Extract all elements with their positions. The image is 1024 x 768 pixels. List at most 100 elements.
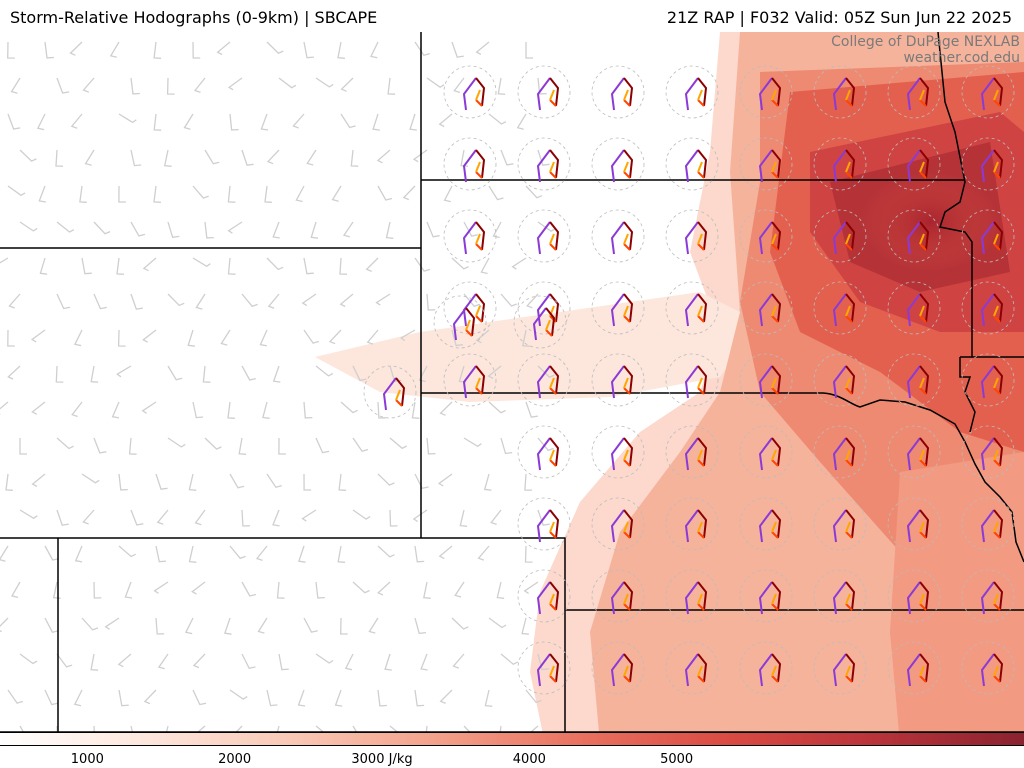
wind-barb bbox=[537, 437, 554, 452]
wind-barb bbox=[227, 77, 243, 91]
wind-barb bbox=[451, 617, 469, 630]
hodograph-ring bbox=[591, 281, 645, 335]
wind-barb bbox=[525, 689, 542, 704]
wind-barb bbox=[241, 653, 256, 670]
wind-barb bbox=[301, 509, 317, 522]
wind-barb bbox=[338, 473, 347, 491]
wind-barb bbox=[69, 41, 83, 56]
wind-barb bbox=[81, 473, 100, 484]
wind-barb bbox=[463, 221, 478, 237]
hodograph-trace bbox=[980, 149, 995, 183]
hodograph-trace bbox=[452, 307, 467, 341]
wind-barb bbox=[496, 581, 505, 599]
wind-barb bbox=[71, 401, 83, 418]
hodograph-trace bbox=[919, 365, 930, 395]
hodograph-trace bbox=[475, 305, 481, 317]
hodograph-trace bbox=[623, 593, 629, 605]
hodograph-trace bbox=[536, 509, 551, 543]
wind-barb bbox=[227, 401, 235, 419]
wind-barb bbox=[82, 509, 95, 525]
hodograph-trace bbox=[549, 221, 560, 251]
hodograph-trace bbox=[771, 387, 779, 395]
wind-barb bbox=[262, 401, 270, 419]
wind-barb bbox=[414, 689, 425, 707]
colorbar-tick-label: 5000 bbox=[660, 752, 694, 767]
wind-barb bbox=[44, 545, 59, 561]
hodograph-trace bbox=[771, 675, 779, 683]
hodograph-ring bbox=[739, 425, 793, 479]
wind-barb bbox=[84, 149, 95, 166]
wind-barb bbox=[516, 113, 527, 130]
wind-barb bbox=[31, 473, 46, 487]
wind-barb bbox=[163, 149, 172, 167]
hodograph-trace bbox=[697, 243, 705, 251]
hodograph-trace bbox=[993, 377, 999, 389]
wind-barb bbox=[370, 41, 379, 59]
hodograph-trace bbox=[993, 459, 1001, 467]
wind-barb bbox=[525, 42, 533, 59]
hodograph-trace bbox=[993, 665, 999, 677]
hodograph-trace bbox=[684, 653, 699, 687]
hodograph-trace bbox=[623, 221, 634, 251]
wind-barb bbox=[52, 581, 61, 599]
wind-barb bbox=[229, 545, 246, 560]
credit-line-2: weather.cod.edu bbox=[903, 50, 1020, 66]
hodograph-trace bbox=[623, 99, 631, 107]
hodograph-trace bbox=[475, 377, 481, 389]
hodograph-trace bbox=[536, 77, 551, 111]
wind-barb bbox=[522, 329, 530, 347]
wind-barb bbox=[194, 509, 206, 526]
hodograph-ring bbox=[887, 209, 941, 263]
hodograph-ring bbox=[665, 569, 719, 623]
hodograph-ring bbox=[517, 137, 571, 191]
hodograph-trace bbox=[475, 315, 483, 323]
hodograph-ring bbox=[591, 353, 645, 407]
hodograph-trace bbox=[697, 521, 703, 533]
hodograph-trace bbox=[545, 329, 553, 337]
hodograph-ring bbox=[665, 281, 719, 335]
hodograph-trace bbox=[771, 365, 782, 395]
hodograph-trace bbox=[697, 149, 708, 179]
wind-barb bbox=[266, 257, 284, 271]
wind-barb bbox=[104, 617, 120, 630]
hodograph-ring bbox=[961, 641, 1015, 695]
wind-barb bbox=[229, 113, 239, 131]
hodograph-trace bbox=[993, 161, 999, 173]
hodograph-trace bbox=[462, 221, 477, 255]
hodograph-trace bbox=[845, 603, 853, 611]
hodograph-trace bbox=[919, 581, 930, 611]
wind-barb bbox=[118, 689, 129, 707]
hodograph-trace bbox=[919, 449, 925, 461]
hodograph-trace bbox=[919, 243, 927, 251]
hodograph-trace bbox=[771, 653, 782, 683]
hodograph-trace bbox=[623, 437, 634, 467]
hodograph-trace bbox=[919, 665, 925, 677]
hodograph-trace bbox=[845, 243, 853, 251]
wind-barb bbox=[19, 221, 38, 232]
wind-barb bbox=[191, 581, 206, 595]
hodograph-trace bbox=[549, 603, 557, 611]
wind-barb bbox=[204, 149, 220, 165]
wind-barb bbox=[477, 545, 490, 561]
wind-barb bbox=[7, 113, 21, 130]
hodograph-trace bbox=[549, 593, 555, 605]
hodograph-trace bbox=[832, 653, 847, 687]
hodograph-ring bbox=[887, 281, 941, 335]
wind-barb bbox=[224, 617, 232, 635]
hodograph-trace bbox=[771, 305, 777, 317]
hodograph-trace bbox=[993, 531, 1001, 539]
hodograph-ring bbox=[665, 641, 719, 695]
wind-barb bbox=[155, 473, 168, 490]
wind-barb bbox=[437, 473, 453, 487]
hodograph-trace bbox=[845, 149, 856, 179]
hodograph-trace bbox=[395, 389, 401, 401]
hodograph-trace bbox=[697, 531, 705, 539]
hodograph-trace bbox=[697, 77, 708, 107]
wind-barb bbox=[414, 545, 425, 563]
hodograph-ring bbox=[517, 569, 571, 623]
wind-barb bbox=[301, 293, 317, 307]
hodograph-trace bbox=[549, 89, 555, 101]
hodograph-ring bbox=[433, 295, 487, 349]
wind-barb bbox=[339, 257, 348, 275]
wind-barb bbox=[241, 581, 257, 597]
